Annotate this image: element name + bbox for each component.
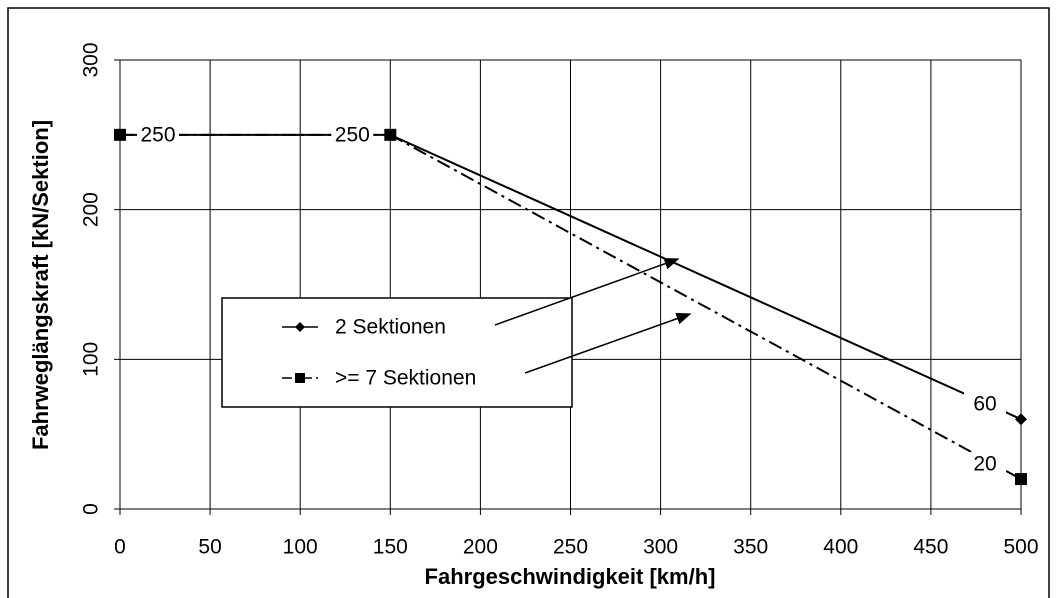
- x-tick-label: 200: [463, 536, 498, 559]
- data-label: 20: [973, 453, 996, 476]
- x-tick-label: 50: [198, 536, 221, 559]
- x-tick-label: 150: [373, 536, 408, 559]
- marker: [384, 128, 397, 141]
- legend-marker: [295, 373, 305, 383]
- y-tick-label: 100: [80, 342, 103, 377]
- annotation-arrow: [524, 312, 692, 374]
- x-tick-label: 250: [553, 536, 588, 559]
- legend-label: >= 7 Sektionen: [335, 367, 476, 390]
- data-label: 250: [335, 123, 370, 146]
- x-tick-label: 350: [733, 536, 768, 559]
- data-label: 250: [140, 123, 175, 146]
- y-tick-label: 200: [80, 192, 103, 227]
- x-tick-label: 100: [283, 536, 318, 559]
- y-tick-label: 0: [80, 503, 103, 515]
- marker: [114, 128, 126, 141]
- x-tick-label: 400: [823, 536, 858, 559]
- x-tick-label: 0: [114, 536, 126, 559]
- data-label: 60: [973, 393, 996, 416]
- marker: [1015, 473, 1027, 486]
- x-tick-label: 300: [643, 536, 678, 559]
- legend: 2 Sektionen >= 7 Sektionen: [221, 297, 573, 408]
- label-background: [964, 392, 1006, 417]
- legend-box: [221, 297, 573, 408]
- legend-label: 2 Sektionen: [335, 316, 446, 339]
- legend-marker: [295, 322, 305, 332]
- x-tick-label: 450: [913, 536, 948, 559]
- x-axis-title: Fahrgeschwindigkeit [km/h]: [425, 564, 716, 589]
- label-background: [964, 452, 1006, 477]
- label-background: [331, 122, 374, 147]
- y-axis-title: Fahrweglängskraft [kN/Sektion]: [28, 120, 53, 450]
- x-tick-label: 500: [1003, 536, 1038, 559]
- annotation-arrow: [494, 257, 680, 326]
- label-background: [137, 122, 179, 147]
- series-group: [114, 128, 1027, 486]
- y-tick-label: 300: [80, 42, 103, 77]
- marker: [1015, 413, 1027, 426]
